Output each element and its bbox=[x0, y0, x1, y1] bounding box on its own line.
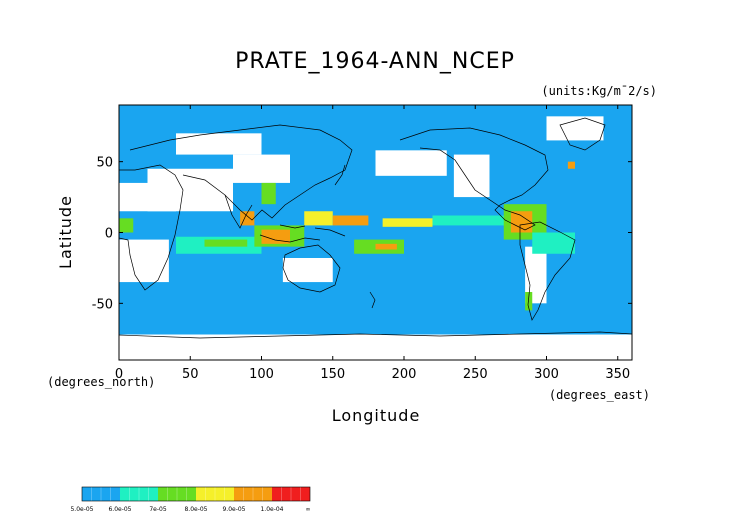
heatmap-region-4 bbox=[119, 239, 169, 283]
heatmap-region-28 bbox=[532, 232, 575, 254]
colorbar-tick-label-5: 1.0e-04 bbox=[260, 506, 283, 513]
y-axis-ticks: -50 0 50 bbox=[92, 156, 632, 312]
x-tick-label-0: 0 bbox=[115, 367, 123, 382]
coastline-greenland bbox=[559, 117, 606, 151]
coastline-antarctica bbox=[119, 331, 632, 339]
heatmap-region-31 bbox=[261, 182, 276, 205]
coastline-north-america bbox=[399, 127, 549, 231]
colorbar-tick-label-3: 8.0e-05 bbox=[184, 506, 207, 513]
chart-title: PRATE_1964-ANN_NCEP bbox=[235, 49, 515, 74]
coastline-eurasia bbox=[129, 124, 353, 221]
heatmap-region-22 bbox=[382, 218, 433, 227]
y-tick-label--50: -50 bbox=[92, 297, 113, 312]
heatmap-region-20 bbox=[304, 211, 333, 226]
coastline-india bbox=[224, 194, 253, 229]
x-axis-ticks: 0 50 100 150 200 250 300 350 bbox=[115, 105, 630, 382]
coastline-new-zealand bbox=[369, 291, 376, 309]
colorbar-swatch-3 bbox=[196, 487, 234, 501]
heatmap-region-7 bbox=[282, 258, 333, 283]
heatmap-region-11 bbox=[119, 334, 632, 358]
x-tick-label-250: 250 bbox=[463, 367, 488, 382]
heatmap-region-13 bbox=[546, 116, 604, 141]
y-tick-label-50: 50 bbox=[96, 156, 113, 171]
units-label: (units:Kg/m¯2/s) bbox=[541, 84, 657, 98]
coastline-japan bbox=[334, 164, 346, 186]
coastline-africa bbox=[119, 164, 184, 291]
heatmap-region-24 bbox=[375, 243, 397, 250]
colorbar-tick-label-2: 7e-05 bbox=[149, 506, 166, 513]
colorbar-swatch-1 bbox=[120, 487, 158, 501]
colorbar-tick-label-1: 6.0e-05 bbox=[108, 506, 131, 513]
plot-area bbox=[118, 104, 633, 361]
x-axis-unit: (degrees_east) bbox=[549, 388, 650, 402]
x-tick-label-150: 150 bbox=[320, 367, 345, 382]
heatmap-region-1 bbox=[119, 317, 632, 335]
colorbar-swatch-4 bbox=[234, 487, 272, 501]
x-tick-label-50: 50 bbox=[182, 367, 199, 382]
colorbar-swatch-0 bbox=[82, 487, 120, 501]
heatmap-region-5 bbox=[119, 182, 176, 212]
coastline-indonesia bbox=[259, 224, 346, 243]
heatmap-region-6 bbox=[233, 154, 290, 183]
x-tick-label-100: 100 bbox=[249, 367, 274, 382]
y-axis-unit: (degrees_north) bbox=[47, 375, 155, 389]
heatmap-region-12 bbox=[176, 133, 262, 155]
x-axis-label: Longitude bbox=[332, 406, 421, 425]
coastline-south-america bbox=[519, 221, 576, 321]
colorbar-tick-label-4: 9.0e-05 bbox=[222, 506, 245, 513]
x-tick-label-350: 350 bbox=[605, 367, 630, 382]
y-axis-label: Latitude bbox=[56, 195, 75, 269]
colorbar-swatch-2 bbox=[158, 487, 196, 501]
heatmap-region-21 bbox=[332, 215, 369, 226]
heatmap-region-19 bbox=[261, 229, 290, 244]
colorbar-tick-label-0: 5.0e-05 bbox=[70, 506, 93, 513]
x-tick-label-200: 200 bbox=[392, 367, 417, 382]
heatmap-region-27 bbox=[510, 211, 533, 233]
heatmap-region-10 bbox=[525, 246, 547, 304]
colorbar: 5.0e-05 6.0e-05 7e-05 8.0e-05 9.0e-05 1.0e-04… bbox=[70, 486, 311, 513]
colorbar-border bbox=[81, 486, 311, 502]
heatmap-region-14 bbox=[119, 218, 134, 233]
heatmap-region-8 bbox=[453, 154, 490, 198]
x-tick-label-300: 300 bbox=[534, 367, 559, 382]
heatmap-region-17 bbox=[240, 211, 255, 226]
coastline-australia bbox=[282, 244, 341, 293]
y-tick-label-0: 0 bbox=[105, 227, 113, 242]
colorbar-tick-label-6: ∞ bbox=[306, 506, 311, 513]
heatmap-region-30 bbox=[567, 161, 575, 169]
heatmap-region-9 bbox=[375, 150, 447, 176]
heatmap-region-25 bbox=[432, 215, 511, 226]
colorbar-swatch-5 bbox=[272, 487, 310, 501]
heatmap-region-16 bbox=[204, 239, 248, 247]
coastline-outlines bbox=[119, 117, 632, 339]
heatmap-cells bbox=[119, 105, 632, 358]
